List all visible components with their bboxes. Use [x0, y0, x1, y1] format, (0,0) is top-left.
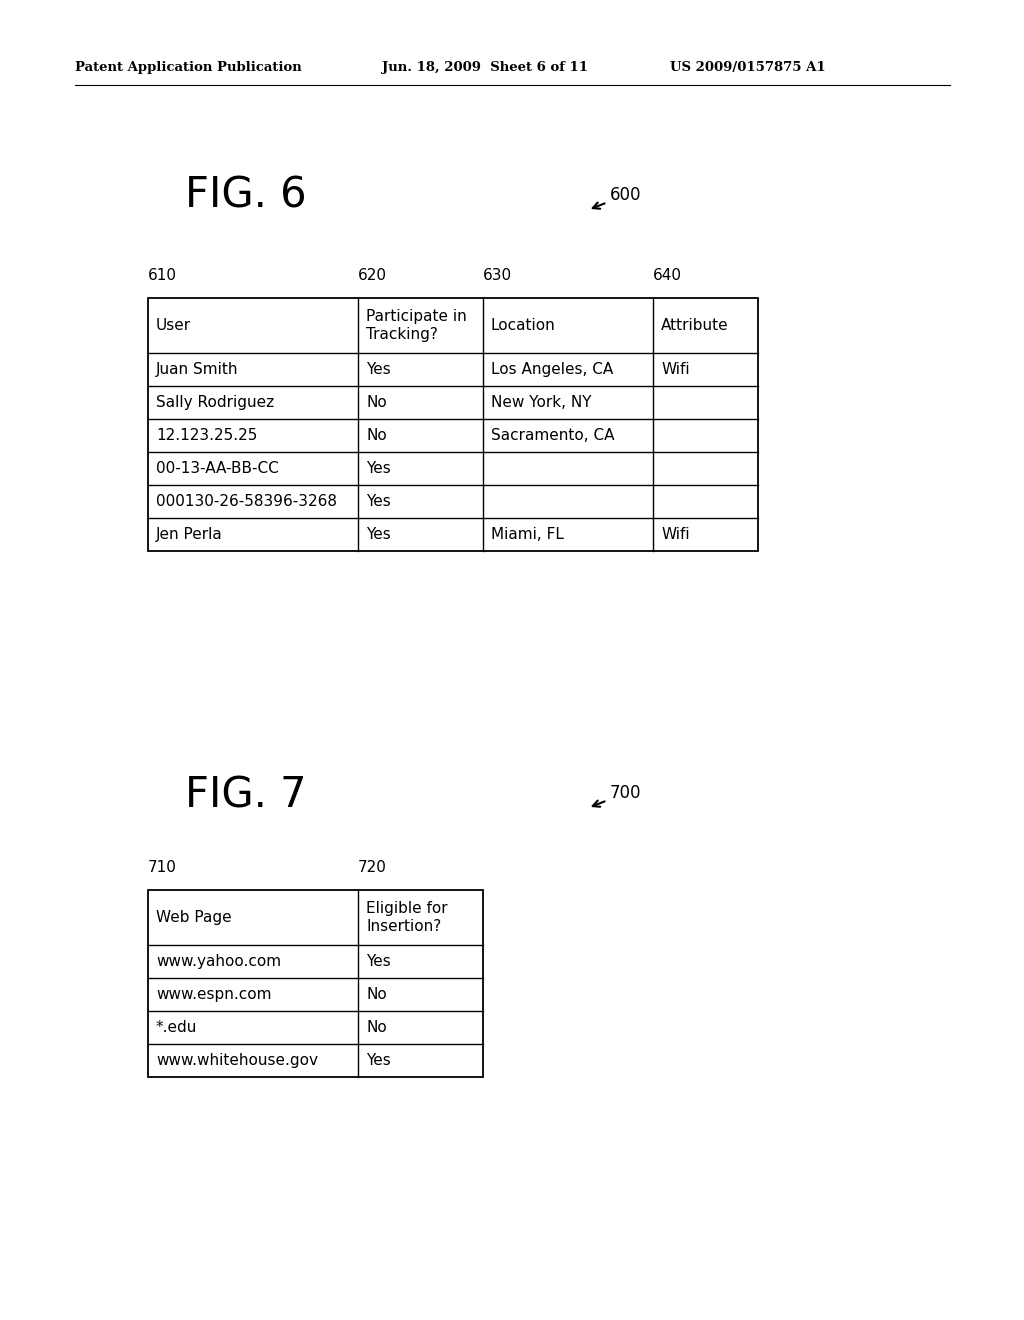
Text: User: User [156, 318, 191, 333]
Text: FIG. 7: FIG. 7 [185, 774, 306, 816]
Text: Location: Location [490, 318, 556, 333]
Text: Participate in
Tracking?: Participate in Tracking? [366, 309, 467, 342]
Text: 710: 710 [148, 861, 177, 875]
Text: 700: 700 [593, 784, 641, 807]
Text: Eligible for
Insertion?: Eligible for Insertion? [366, 900, 447, 935]
Text: Juan Smith: Juan Smith [156, 362, 239, 378]
Text: Sacramento, CA: Sacramento, CA [490, 428, 614, 444]
Text: Yes: Yes [366, 1053, 391, 1068]
Text: www.yahoo.com: www.yahoo.com [156, 954, 282, 969]
Text: FIG. 6: FIG. 6 [185, 174, 306, 216]
Text: New York, NY: New York, NY [490, 395, 592, 411]
Text: www.whitehouse.gov: www.whitehouse.gov [156, 1053, 318, 1068]
Text: 620: 620 [358, 268, 387, 284]
Text: Yes: Yes [366, 954, 391, 969]
Text: Jun. 18, 2009  Sheet 6 of 11: Jun. 18, 2009 Sheet 6 of 11 [382, 62, 588, 74]
Text: Wifi: Wifi [662, 362, 689, 378]
Bar [148, 890, 483, 1077]
Text: Sally Rodriguez: Sally Rodriguez [156, 395, 274, 411]
Text: Yes: Yes [366, 494, 391, 510]
Text: Attribute: Attribute [662, 318, 729, 333]
Text: www.espn.com: www.espn.com [156, 987, 271, 1002]
Text: US 2009/0157875 A1: US 2009/0157875 A1 [670, 62, 825, 74]
Text: 640: 640 [653, 268, 682, 284]
Text: Jen Perla: Jen Perla [156, 527, 223, 543]
Text: Yes: Yes [366, 461, 391, 477]
Bar [148, 298, 758, 550]
Text: 630: 630 [483, 268, 512, 284]
Text: No: No [366, 1020, 387, 1035]
Text: 12.123.25.25: 12.123.25.25 [156, 428, 257, 444]
Text: 720: 720 [358, 861, 387, 875]
Text: Patent Application Publication: Patent Application Publication [75, 62, 302, 74]
Text: Yes: Yes [366, 527, 391, 543]
Text: 00-13-AA-BB-CC: 00-13-AA-BB-CC [156, 461, 279, 477]
Text: Web Page: Web Page [156, 909, 231, 925]
Text: No: No [366, 428, 387, 444]
Text: No: No [366, 987, 387, 1002]
Text: *.edu: *.edu [156, 1020, 198, 1035]
Text: 610: 610 [148, 268, 177, 284]
Text: 600: 600 [593, 186, 641, 209]
Text: Wifi: Wifi [662, 527, 689, 543]
Text: No: No [366, 395, 387, 411]
Text: Yes: Yes [366, 362, 391, 378]
Text: 000130-26-58396-3268: 000130-26-58396-3268 [156, 494, 337, 510]
Text: Miami, FL: Miami, FL [490, 527, 564, 543]
Text: Los Angeles, CA: Los Angeles, CA [490, 362, 613, 378]
